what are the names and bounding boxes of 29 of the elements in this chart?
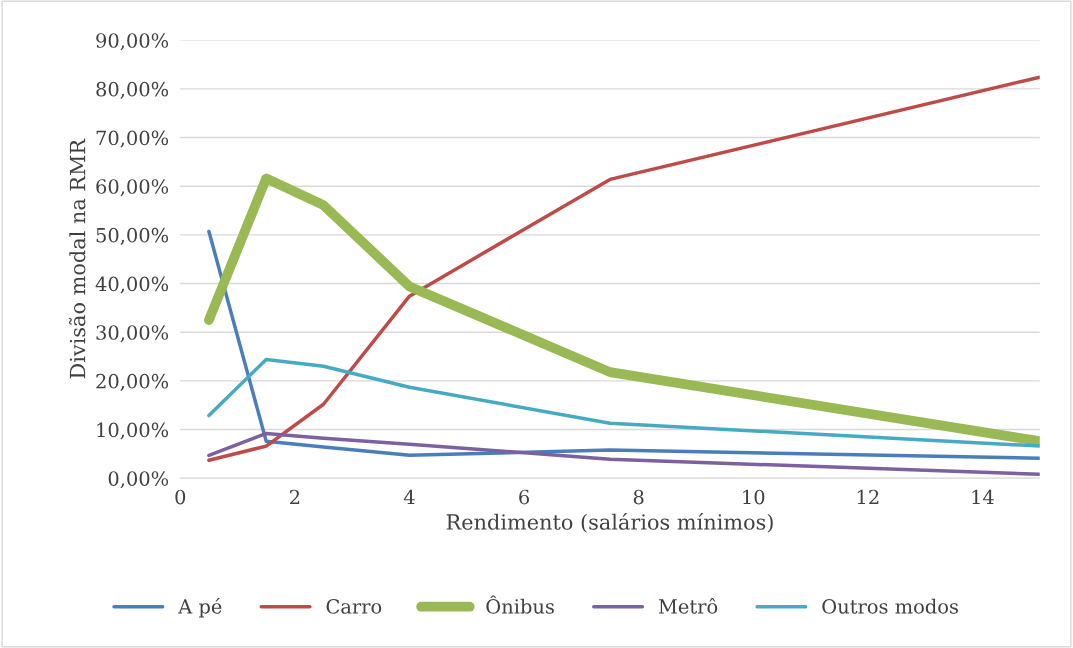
x-tick-label: 12 xyxy=(857,489,879,505)
x-tick-label: 8 xyxy=(633,489,644,505)
x-axis-title: Rendimento (salários mínimos) xyxy=(446,512,773,533)
x-tick-label: 0 xyxy=(175,489,186,505)
line-series xyxy=(207,431,1040,477)
x-tick-label: 2 xyxy=(289,489,300,505)
y-tick-label: 50,00% xyxy=(96,227,169,245)
legend-label: Ônibus xyxy=(486,595,554,614)
line-series xyxy=(207,229,1040,461)
x-tick-label: 10 xyxy=(743,489,765,505)
line-series xyxy=(207,75,1040,462)
y-tick-label: 60,00% xyxy=(96,179,169,197)
y-tick-label: 0,00% xyxy=(108,471,169,489)
legend-label: Outros modos xyxy=(822,598,958,614)
y-tick-label: 80,00% xyxy=(96,81,169,99)
y-tick-label: 30,00% xyxy=(96,325,169,343)
legend-label: Metrô xyxy=(658,597,718,614)
y-tick-label: 10,00% xyxy=(97,422,169,440)
x-tick-label: 4 xyxy=(403,489,415,505)
y-tick-label: 20,00% xyxy=(96,373,169,391)
y-tick-label: 90,00% xyxy=(96,33,169,51)
x-tick-label: 14 xyxy=(972,489,994,505)
line-series xyxy=(207,357,1040,448)
x-tick-label: 6 xyxy=(519,489,530,505)
y-axis-title: Divisão modal na RMR xyxy=(68,138,86,379)
y-tick-label: 40,00% xyxy=(95,276,169,294)
y-tick-label: 70,00% xyxy=(96,130,169,148)
legend-label: Carro xyxy=(326,599,382,614)
legend-label: A pé xyxy=(178,597,222,618)
